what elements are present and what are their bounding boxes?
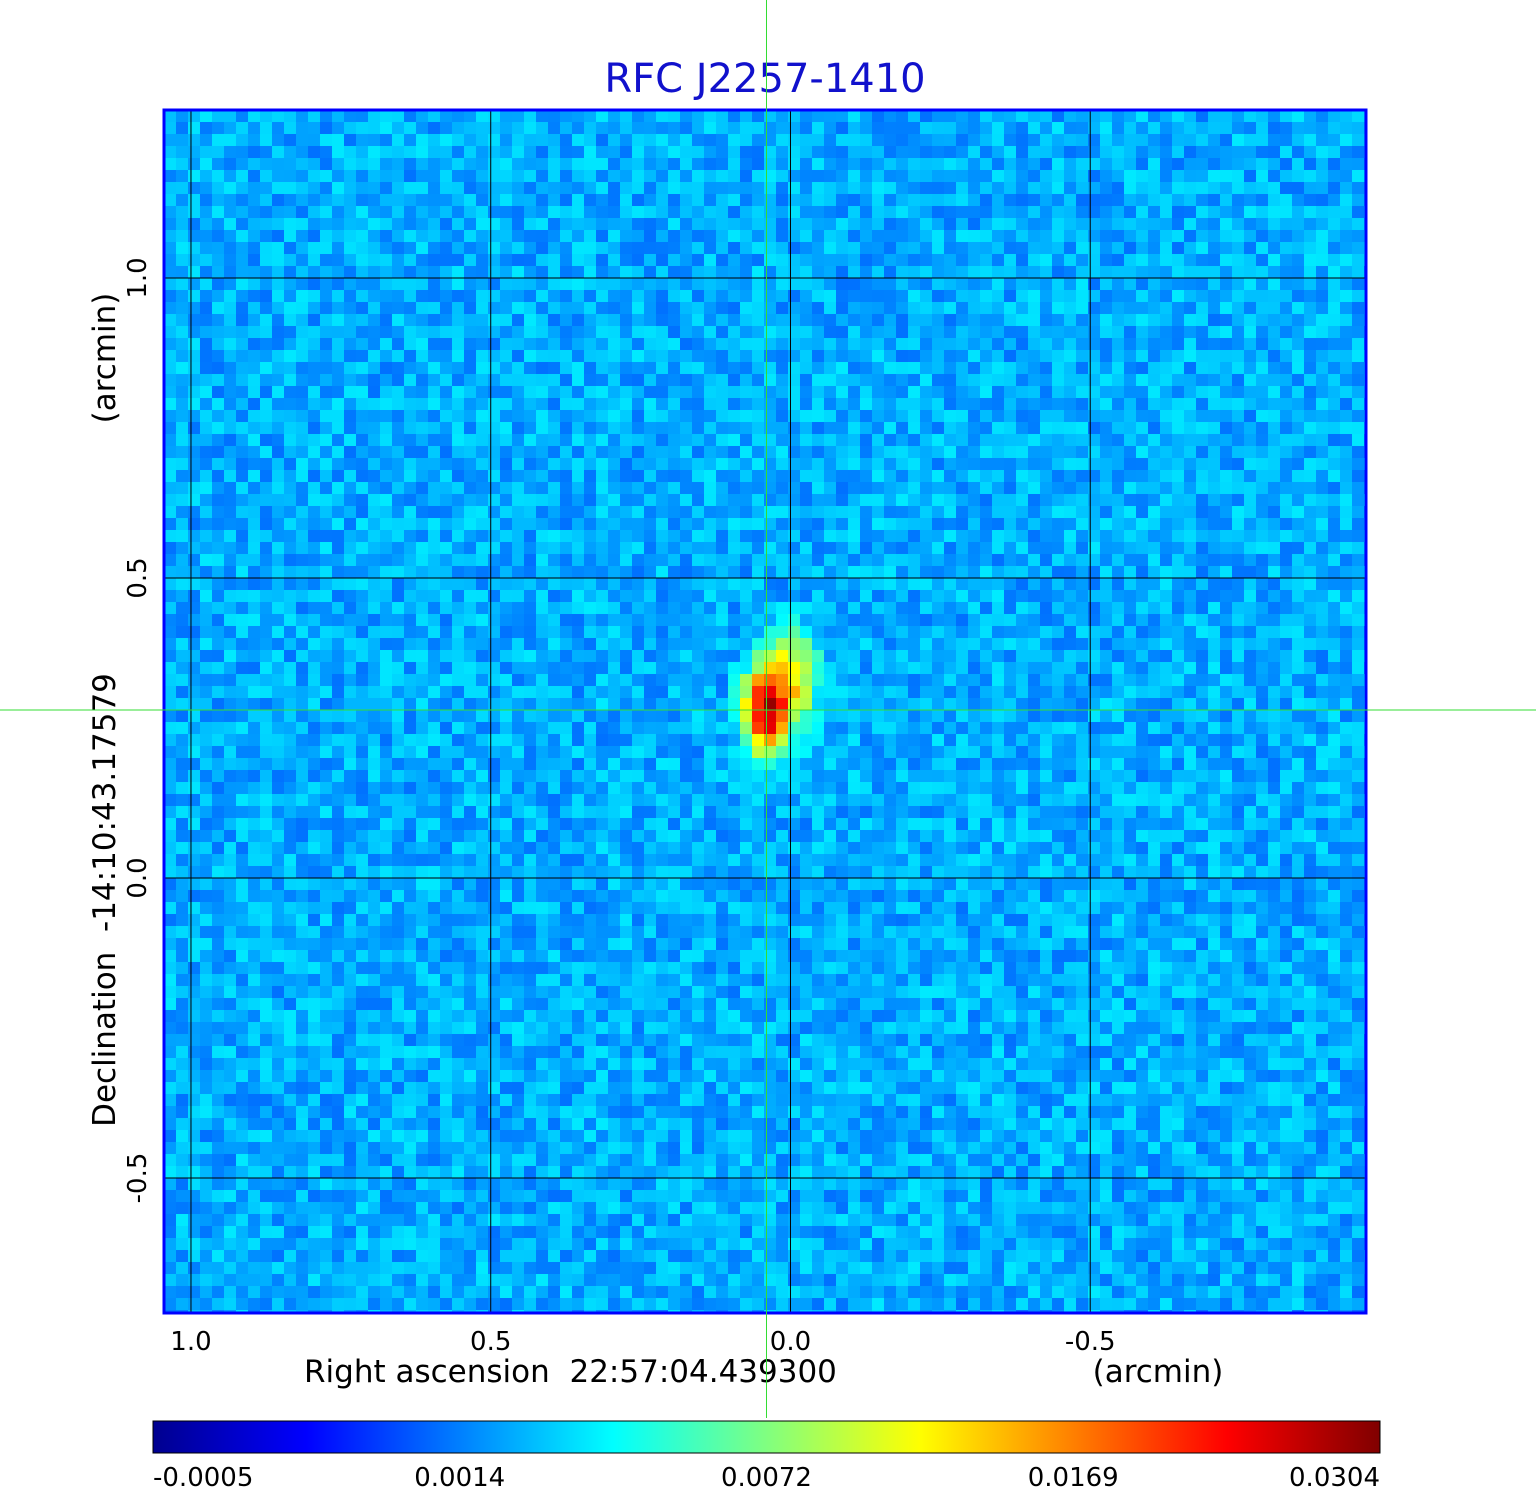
x-axis-unit: (arcmin) (1093, 1354, 1224, 1390)
crosshair (0, 0, 1536, 1418)
colorbar (152, 1420, 1381, 1454)
x-tick-label: 0.0 (770, 1327, 811, 1357)
radio-image (164, 110, 1366, 1313)
y-tick-label: 0.0 (123, 857, 153, 898)
x-tick-label: -0.5 (1065, 1327, 1116, 1357)
x-tick-label: 0.5 (470, 1327, 511, 1357)
y-tick-label: 1.0 (123, 257, 153, 298)
y-axis-label: Declination -14:10:43.17579 (87, 673, 123, 1127)
coordinate-grid (164, 110, 1366, 1313)
colorbar-tick-label: -0.0005 (153, 1463, 253, 1493)
colorbar-tick-label: 0.0072 (721, 1463, 812, 1493)
y-axis-ticks: 1.0 0.5 0.0 -0.5 (123, 257, 153, 1203)
y-axis-unit: (arcmin) (87, 293, 123, 424)
x-tick-label: 1.0 (170, 1327, 211, 1357)
y-tick-label: 0.5 (123, 557, 153, 598)
colorbar-tick-label: 0.0014 (414, 1463, 505, 1493)
colorbar-tick-label: 0.0169 (1028, 1463, 1119, 1493)
colorbar-ticks: -0.0005 0.0014 0.0072 0.0169 0.0304 (153, 1463, 1380, 1493)
y-tick-label: -0.5 (123, 1153, 153, 1204)
chart-title: RFC J2257-1410 (604, 56, 925, 102)
colorbar-tick-label: 0.0304 (1289, 1463, 1380, 1493)
plot-frame (162, 108, 1368, 1315)
x-axis-label: Right ascension 22:57:04.439300 (304, 1354, 837, 1390)
x-axis-ticks: 1.0 0.5 0.0 -0.5 (170, 1327, 1115, 1357)
